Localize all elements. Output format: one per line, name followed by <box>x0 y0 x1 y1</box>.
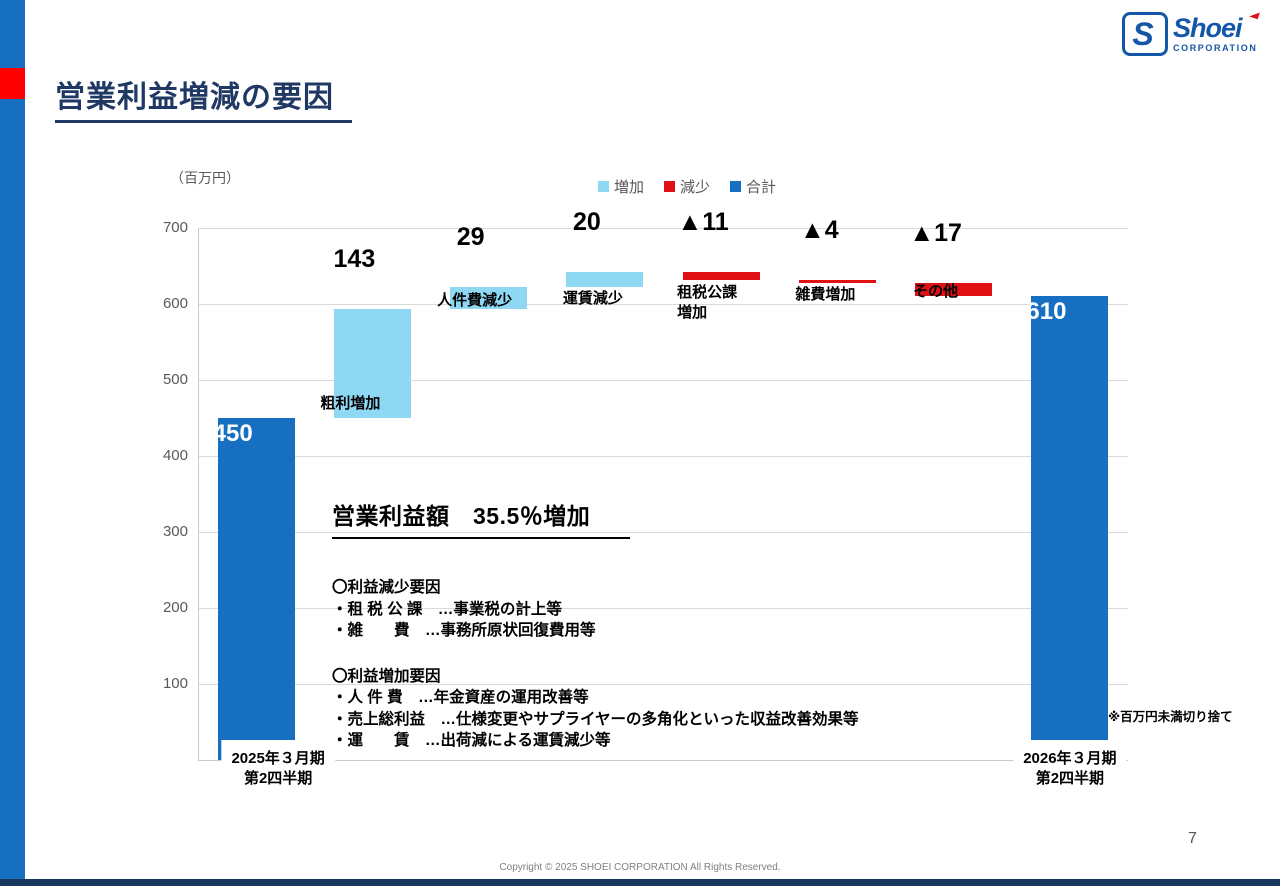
commentary-section-title: 〇利益減少要因 <box>332 579 441 596</box>
legend-item: 合計 <box>730 176 776 197</box>
bar-value-label: 450 <box>212 420 253 447</box>
bar-increase <box>566 272 644 288</box>
logo-s-glyph: S <box>1132 16 1154 52</box>
bar-value-label: ▲4 <box>800 216 839 245</box>
y-axis-line <box>198 228 199 760</box>
commentary-section: 〇利益減少要因・租 税 公 課 …事業税の計上等・雑 費 …事務所原状回復費用等 <box>332 577 1012 642</box>
bar-value-label: ▲17 <box>909 219 962 248</box>
y-axis-tick-label: 600 <box>162 295 188 312</box>
bar-value-label: 610 <box>1026 298 1067 326</box>
y-axis-tick-label: 100 <box>162 675 188 692</box>
bar-category-label: 租税公課 増加 <box>677 284 738 322</box>
commentary-sections: 〇利益減少要因・租 税 公 課 …事業税の計上等・雑 費 …事務所原状回復費用等… <box>332 577 1012 752</box>
logo-company-name: Shoei <box>1173 9 1261 42</box>
commentary-item: ・売上総利益 …仕様変更やサプライヤーの多角化といった収益改善効果等 <box>332 710 859 728</box>
copyright-footer: Copyright © 2025 SHOEI CORPORATION All R… <box>499 862 781 873</box>
commentary-item: ・雑 費 …事務所原状回復費用等 <box>332 622 596 639</box>
page-title: 営業利益増減の要因 <box>55 72 352 123</box>
y-axis-tick-label: 200 <box>162 599 188 616</box>
legend-label: 増加 <box>614 179 645 196</box>
legend-swatch-icon <box>598 181 609 192</box>
chart-legend: 増加 減少 合計 <box>598 176 776 197</box>
commentary-section: 〇利益増加要因・人 件 費 …年金資産の運用改善等・売上総利益 …仕様変更やサプ… <box>332 666 1012 752</box>
logo-text: Shoei CORPORATION <box>1173 9 1261 53</box>
commentary-section-title: 〇利益増加要因 <box>332 667 441 685</box>
gridline <box>198 228 1128 229</box>
commentary-item: ・人 件 費 …年金資産の運用改善等 <box>332 689 589 706</box>
bar-value-label: ▲11 <box>677 208 729 237</box>
bar-category-label: 人件費減少 <box>437 292 513 310</box>
rounding-note: ※百万円未満切り捨て <box>1108 710 1233 724</box>
legend-swatch-icon <box>730 181 742 192</box>
legend-item: 増加 <box>598 176 644 197</box>
bar-total <box>217 418 295 760</box>
legend-item: 減少 <box>664 176 710 197</box>
bar-value-label: 143 <box>333 245 376 274</box>
legend-label: 合計 <box>746 179 777 196</box>
y-axis-tick-label: 700 <box>162 219 188 236</box>
bar-increase <box>333 309 411 418</box>
gridline <box>198 532 1128 533</box>
x-axis-category-label: 2025年３月期 第2四半期 <box>221 740 335 789</box>
bottom-accent-bar <box>0 879 1280 886</box>
company-logo: S Shoei CORPORATION <box>1122 9 1261 56</box>
left-accent-bar <box>0 0 25 886</box>
page-number: 7 <box>1188 830 1197 847</box>
bar-value-label: 20 <box>572 208 601 237</box>
bar-value-label: 29 <box>456 223 485 252</box>
y-axis-tick-label: 400 <box>162 447 188 464</box>
bar-increase <box>450 287 528 310</box>
y-axis-tick-label: 300 <box>162 523 188 540</box>
logo-subtext: CORPORATION <box>1173 43 1258 53</box>
bar-decrease <box>915 283 993 297</box>
bar-category-label: 雑費増加 <box>795 286 856 304</box>
logo-mark-icon: S <box>1122 12 1168 56</box>
bar-category-label: 運賃減少 <box>562 290 623 308</box>
gridline <box>198 456 1128 457</box>
commentary-heading: 営業利益額 35.5％増加 <box>332 497 631 539</box>
x-axis-line <box>198 760 1128 761</box>
bar-category-label: その他 <box>913 283 959 301</box>
gridline <box>198 304 1128 305</box>
legend-swatch-icon <box>664 181 676 192</box>
gridline <box>198 608 1128 609</box>
axis-unit-label: （百万円） <box>170 170 240 186</box>
gridline <box>198 684 1128 685</box>
commentary-item: ・租 税 公 課 …事業税の計上等 <box>332 600 562 618</box>
commentary-item: ・運 賃 …出荷減による運賃減少等 <box>332 732 611 749</box>
left-accent-red-square <box>0 68 25 99</box>
bar-decrease <box>798 280 876 284</box>
x-axis-category-label: 2026年３月期 第2四半期 <box>1013 740 1127 789</box>
y-axis-tick-label: 500 <box>162 371 188 388</box>
gridline <box>198 380 1128 381</box>
commentary-block: 営業利益額 35.5％増加 〇利益減少要因・租 税 公 課 …事業税の計上等・雑… <box>332 497 1012 752</box>
bar-decrease <box>682 272 760 281</box>
bar-category-label: 粗利増加 <box>320 395 381 412</box>
bar-total <box>1031 296 1109 760</box>
legend-label: 減少 <box>680 179 711 196</box>
